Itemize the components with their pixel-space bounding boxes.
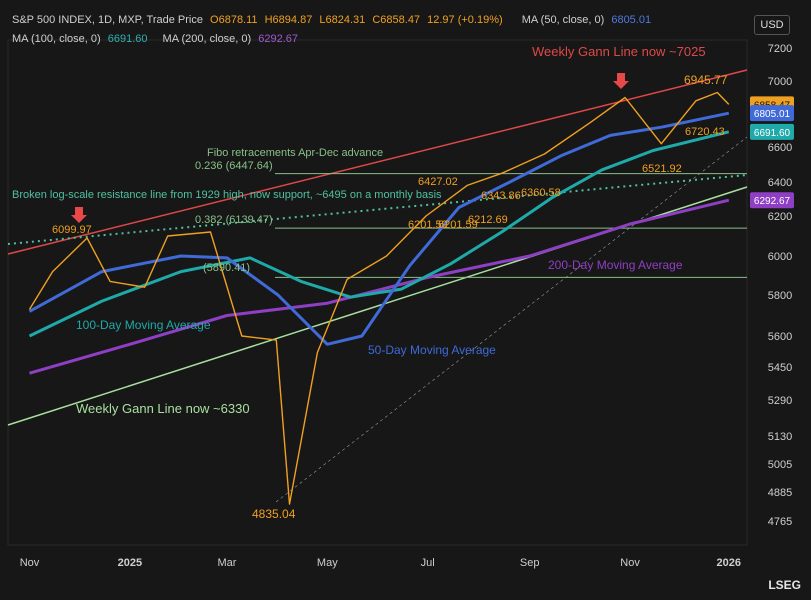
price-tag [750, 105, 794, 122]
x-tick-label: Nov [620, 557, 640, 569]
price-point-label: 6427.02 [418, 176, 458, 188]
y-tick-label: 4765 [768, 516, 792, 528]
y-tick-label: 5600 [768, 331, 792, 343]
ma200-annotation: 200-Day Moving Average [548, 258, 683, 272]
x-tick-label: 2026 [717, 557, 741, 569]
ma100-line [28, 130, 730, 338]
fibo-label-0382: 0.382 (6139.47) [195, 214, 273, 226]
price-point-label: 4835.04 [252, 507, 296, 521]
low-value: L6824.31 [319, 14, 366, 26]
gann-upper-line [7, 69, 748, 255]
y-tick-label: 5450 [768, 362, 792, 374]
y-tick-label: 6400 [768, 177, 792, 189]
brand-logo: LSEG [768, 578, 801, 592]
fibo-title: Fibo retracements Apr-Dec advance [207, 147, 383, 159]
price-point-label: 6201.59 [438, 219, 478, 231]
y-tick-label: 7000 [768, 76, 792, 88]
y-tick-label: 6200 [768, 211, 792, 223]
x-tick-label: Jul [421, 557, 435, 569]
price-point-label: 6521.92 [642, 163, 682, 175]
down-arrow-left [71, 207, 87, 223]
log-resistance-label: Broken log-scale resistance line from 19… [12, 189, 442, 201]
symbol-label: S&P 500 INDEX, 1D, MXP, Trade Price [12, 14, 203, 26]
price-tag-label: 6691.60 [754, 128, 791, 139]
close-value: C6858.47 [372, 14, 421, 26]
ma100-value: 6691.60 [107, 33, 148, 45]
ma50-annotation: 50-Day Moving Average [368, 343, 496, 357]
y-tick-label: 5005 [768, 459, 792, 471]
legend-row-price: S&P 500 INDEX, 1D, MXP, Trade Price O687… [12, 14, 655, 26]
y-tick-label: 6600 [768, 142, 792, 154]
down-arrow-right [613, 73, 629, 89]
price-point-label: 6099.97 [52, 224, 92, 236]
ma200-value: 6292.67 [258, 33, 299, 45]
fibo-label-0236: 0.236 (6447.64) [195, 160, 273, 172]
ma50-line [28, 111, 730, 346]
x-tick-label: May [317, 557, 338, 569]
currency-button[interactable]: USD [754, 15, 790, 35]
plot-area [7, 39, 748, 546]
high-value: H6894.87 [264, 14, 313, 26]
price-point-label: 6945.77 [684, 73, 728, 87]
price-tag [750, 123, 794, 140]
price-tag [750, 192, 794, 209]
ma50-value: 6805.01 [611, 14, 652, 26]
price-tag-label: 6292.67 [754, 196, 791, 207]
fibo-label-05: (5890.41) [203, 262, 250, 274]
x-tick-label: Sep [520, 557, 540, 569]
gann-upper-label: Weekly Gann Line now ~7025 [532, 44, 706, 59]
price-point-label: 6360.58 [521, 187, 561, 199]
y-tick-label: 7200 [768, 43, 792, 55]
y-tick-label: 6000 [768, 251, 792, 263]
open-value: O6878.11 [210, 14, 258, 26]
y-tick-label: 4885 [768, 487, 792, 499]
price-tag-label: 6805.01 [754, 109, 791, 120]
ma50-label: MA (50, close, 0) [521, 14, 605, 26]
x-tick-label: Mar [217, 557, 236, 569]
price-point-label: 6343.86 [481, 190, 521, 202]
price-line [28, 91, 730, 505]
price-point-label: 6720.43 [685, 126, 725, 138]
y-tick-label: 5800 [768, 290, 792, 302]
x-tick-label: 2025 [118, 557, 142, 569]
gann-lower-label: Weekly Gann Line now ~6330 [76, 401, 250, 416]
ma100-label: MA (100, close, 0) [12, 33, 101, 45]
y-tick-label: 5290 [768, 395, 792, 407]
ma200-label: MA (200, close, 0) [162, 33, 252, 45]
log-resistance-line [7, 174, 748, 245]
y-tick-label: 5130 [768, 431, 792, 443]
change-value: 12.97 (+0.19%) [427, 14, 503, 26]
price-point-label: 6201.59 [408, 219, 448, 231]
x-tick-label: Nov [20, 557, 40, 569]
ma200-line [29, 198, 730, 375]
ma100-annotation: 100-Day Moving Average [76, 318, 211, 332]
price-point-label: 6212.69 [468, 214, 508, 226]
legend-row-ma: MA (100, close, 0) 6691.60 MA (200, clos… [12, 33, 302, 45]
